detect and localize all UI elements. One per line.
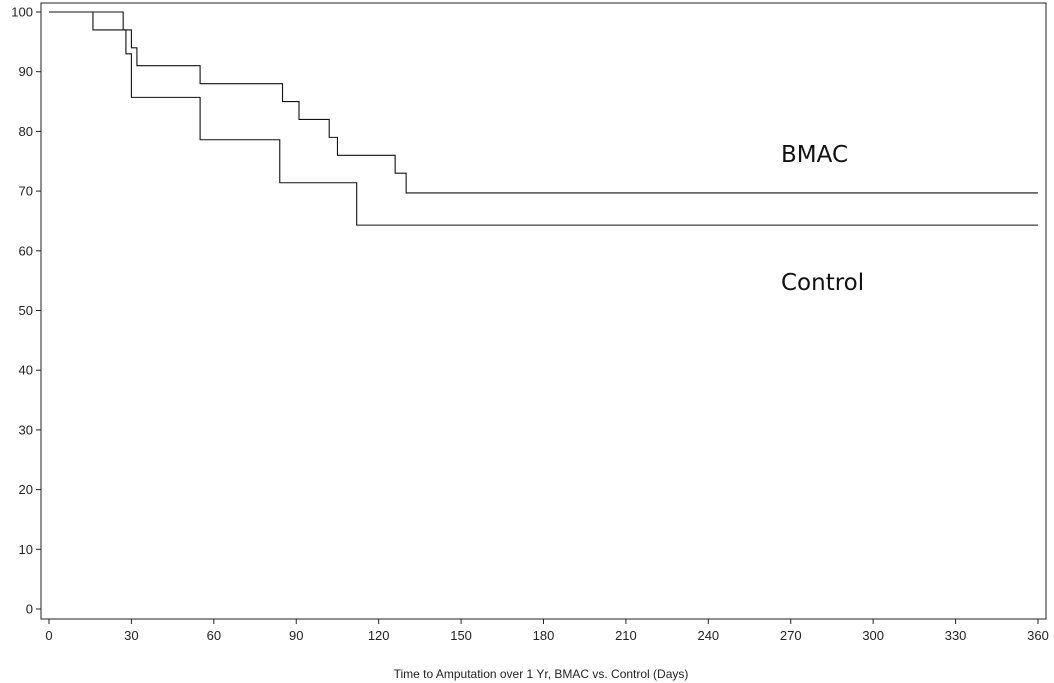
series-label-bmac: BMAC: [781, 142, 848, 168]
x-tick-label: 330: [945, 628, 967, 643]
y-tick-label: 30: [19, 422, 33, 437]
x-axis-title: Time to Amputation over 1 Yr, BMAC vs. C…: [394, 667, 689, 681]
y-tick-label: 40: [19, 363, 33, 378]
series-line-control: [49, 11, 1038, 226]
series-line-bmac: [49, 11, 1038, 194]
y-tick-label: 70: [19, 184, 33, 199]
y-tick-label: 100: [11, 5, 33, 20]
x-tick-label: 210: [615, 628, 637, 643]
y-tick-label: 60: [19, 243, 33, 258]
x-tick-label: 240: [697, 628, 719, 643]
x-tick-label: 180: [533, 628, 555, 643]
x-tick-label: 30: [124, 628, 138, 643]
y-tick-label: 10: [19, 542, 33, 557]
y-tick-label: 20: [19, 482, 33, 497]
y-tick-label: 0: [26, 602, 33, 617]
y-axis: 0 10 20 30 40 50 60 70 80 90 100: [11, 5, 41, 617]
x-tick-label: 300: [862, 628, 884, 643]
x-tick-label: 360: [1027, 628, 1049, 643]
x-tick-label: 60: [207, 628, 221, 643]
x-tick-label: 150: [450, 628, 472, 643]
x-axis: 0 30 60 90 120 150 180 210 240 270 300 330 360: [45, 619, 1049, 643]
x-tick-label: 270: [780, 628, 802, 643]
plot-frame: [40, 2, 1047, 620]
y-tick-label: 90: [19, 64, 33, 79]
series-label-control: Control: [781, 270, 864, 296]
x-tick-label: 90: [289, 628, 303, 643]
series-layer: [49, 11, 1038, 226]
y-tick-label: 50: [19, 303, 33, 318]
y-tick-label: 80: [19, 124, 33, 139]
x-tick-label: 0: [45, 628, 52, 643]
x-tick-label: 120: [368, 628, 390, 643]
